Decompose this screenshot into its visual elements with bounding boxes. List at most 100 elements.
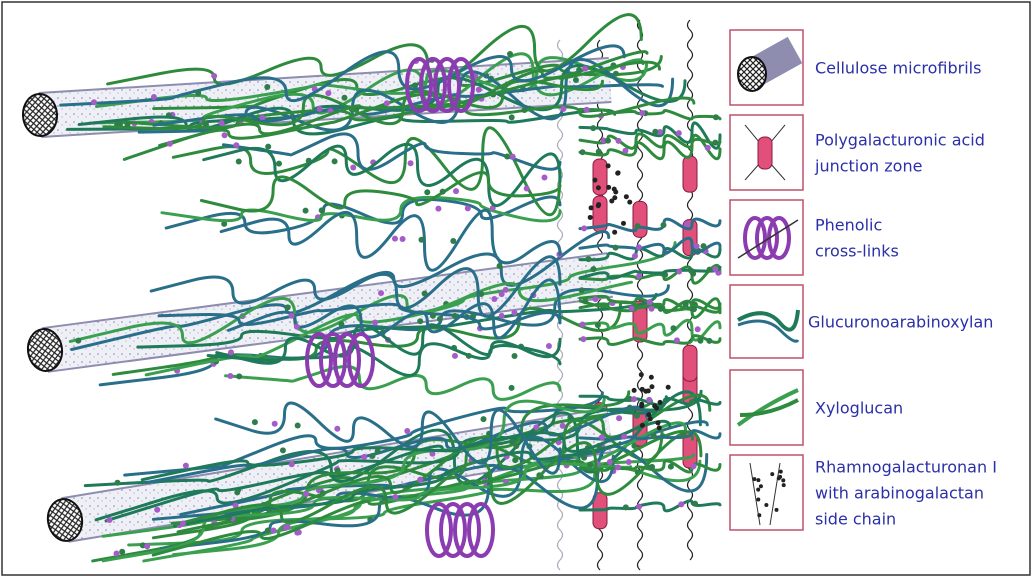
side-group (682, 301, 689, 308)
arabinogalactan (657, 399, 663, 405)
side-group (706, 266, 713, 273)
side-group (435, 205, 442, 212)
side-group (424, 189, 431, 196)
icon (736, 388, 799, 427)
side-group (660, 222, 667, 229)
legend-label: Cellulose microfibrils (815, 59, 981, 78)
phenolic-crosslink (439, 502, 467, 558)
side-group (391, 235, 398, 242)
side-group (652, 128, 659, 135)
side-group (392, 493, 399, 500)
side-group (581, 225, 588, 232)
arabinogalactan (656, 425, 662, 431)
icon (743, 216, 767, 260)
side-group (667, 463, 674, 470)
hemicellulose-strand (136, 292, 658, 349)
hemicellulose-strand (68, 280, 633, 345)
side-group (578, 287, 585, 294)
side-group (251, 419, 258, 426)
side-group (498, 312, 505, 319)
side-group (236, 373, 243, 380)
side-group (507, 51, 514, 58)
side-group (195, 90, 202, 97)
side-group (275, 160, 282, 167)
side-group (294, 422, 301, 429)
side-group (635, 244, 642, 251)
hemicellulose-strand (171, 126, 562, 217)
side-group (288, 312, 295, 319)
arabinogalactan (654, 405, 660, 411)
side-group (451, 312, 458, 319)
side-group (582, 298, 589, 305)
icon (756, 478, 761, 483)
arabinogalactan (620, 220, 626, 226)
phenolic-crosslink (347, 332, 375, 388)
icon (737, 319, 800, 343)
microfibril-end (46, 498, 84, 542)
hemicellulose-strand (122, 50, 649, 161)
hemicellulose-strand (123, 391, 604, 477)
side-group (648, 305, 655, 312)
side-group (235, 158, 242, 165)
side-group (585, 256, 592, 263)
side-group (179, 520, 186, 527)
side-group (383, 100, 390, 107)
arabinogalactan (648, 374, 654, 380)
side-group (582, 65, 589, 72)
side-group (378, 290, 385, 297)
side-group (480, 416, 487, 423)
side-group (227, 372, 234, 379)
hemicellulose-strand (102, 79, 604, 131)
arabinogalactan (615, 170, 621, 176)
side-group (232, 502, 239, 509)
junction-zone (592, 158, 608, 196)
junction-zone (682, 344, 698, 382)
side-group (634, 223, 641, 230)
icon (737, 219, 799, 259)
legend-label: Glucuronoarabinoxylan (808, 313, 993, 332)
side-group (675, 130, 682, 137)
icon (756, 497, 761, 502)
side-group (697, 337, 704, 344)
phenolic-crosslink (419, 57, 447, 113)
side-group (233, 142, 240, 149)
arabinogalactan (606, 184, 612, 190)
pectin-chain (686, 19, 694, 561)
side-group (404, 428, 411, 435)
side-group (221, 220, 228, 227)
side-group (430, 312, 437, 319)
arabinogalactan (649, 384, 655, 390)
side-group (302, 207, 309, 214)
side-group (646, 396, 653, 403)
side-group (626, 395, 633, 402)
side-group (636, 503, 643, 510)
side-group (646, 299, 653, 306)
hemicellulose-strand (578, 121, 722, 150)
side-group (545, 343, 552, 350)
legend-box (729, 114, 804, 191)
side-group (325, 90, 332, 97)
phenolic-crosslink (433, 57, 461, 113)
side-group (700, 243, 707, 250)
junction-zone (682, 155, 698, 193)
phenolic-crosslink (333, 332, 361, 388)
hemicellulose-strand (578, 334, 722, 346)
side-group (288, 461, 295, 468)
side-group (264, 83, 271, 90)
side-group (541, 174, 548, 181)
side-group (418, 236, 425, 243)
hemicellulose-strand (578, 263, 722, 285)
side-group (587, 461, 594, 468)
side-group (599, 434, 606, 441)
arabinogalactan (612, 229, 618, 235)
side-group (657, 305, 664, 312)
arabinogalactan (655, 420, 661, 426)
hemicellulose-strand (59, 44, 626, 107)
microfibril-end (26, 328, 64, 372)
arabinogalactan (595, 185, 601, 191)
phenolic-crosslink (467, 502, 495, 558)
side-group (509, 153, 516, 160)
arabinogalactan (605, 163, 611, 169)
side-group (407, 160, 414, 167)
side-group (450, 238, 457, 245)
